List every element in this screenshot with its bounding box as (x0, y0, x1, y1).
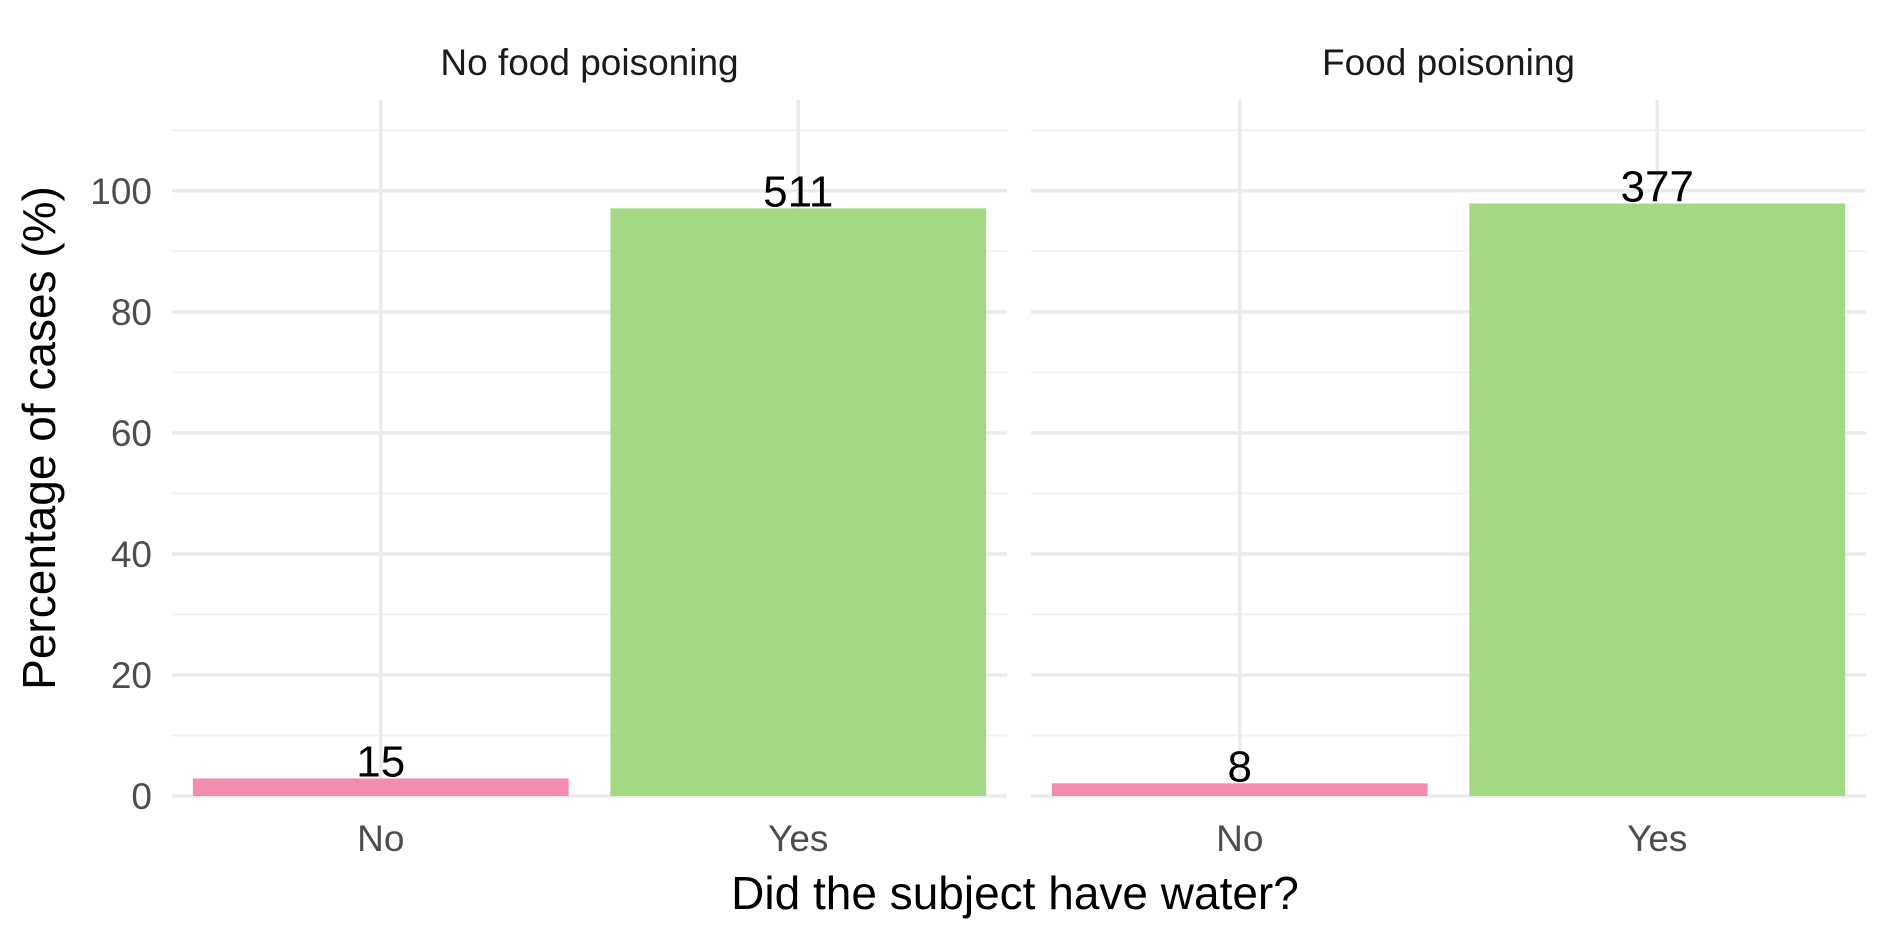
bar-count-label: 15 (356, 737, 405, 786)
y-tick-label: 80 (111, 292, 152, 333)
x-tick-label: No (357, 818, 404, 859)
bar-yes (1469, 203, 1846, 796)
x-tick-label: Yes (1627, 818, 1687, 859)
y-tick-label: 20 (111, 655, 152, 696)
y-tick-label: 100 (90, 171, 152, 212)
bar-count-label: 511 (763, 167, 833, 216)
x-axis-title: Did the subject have water? (731, 867, 1299, 919)
x-tick-label: Yes (768, 818, 828, 859)
panel-2: 8 377 No Yes Food poisoning (1031, 42, 1866, 859)
y-axis-ticks: 0 20 40 60 80 100 (90, 171, 152, 817)
panels: 15 511 No Yes No food poisoning 8 377 No Yes Food… (172, 42, 1866, 859)
y-axis-title: Percentage of cases (%) (13, 186, 65, 690)
panel-title: No food poisoning (440, 42, 738, 83)
y-tick-label: 0 (131, 776, 152, 817)
panel-title: Food poisoning (1322, 42, 1575, 83)
bar-yes (610, 208, 987, 796)
bar-count-label: 8 (1228, 742, 1252, 791)
y-tick-label: 60 (111, 413, 152, 454)
x-tick-label: No (1216, 818, 1263, 859)
y-tick-label: 40 (111, 534, 152, 575)
bar-no (1051, 783, 1428, 796)
bar-no (192, 778, 569, 796)
panel-1: 15 511 No Yes No food poisoning (172, 42, 1007, 859)
bar-count-label: 377 (1621, 162, 1694, 211)
